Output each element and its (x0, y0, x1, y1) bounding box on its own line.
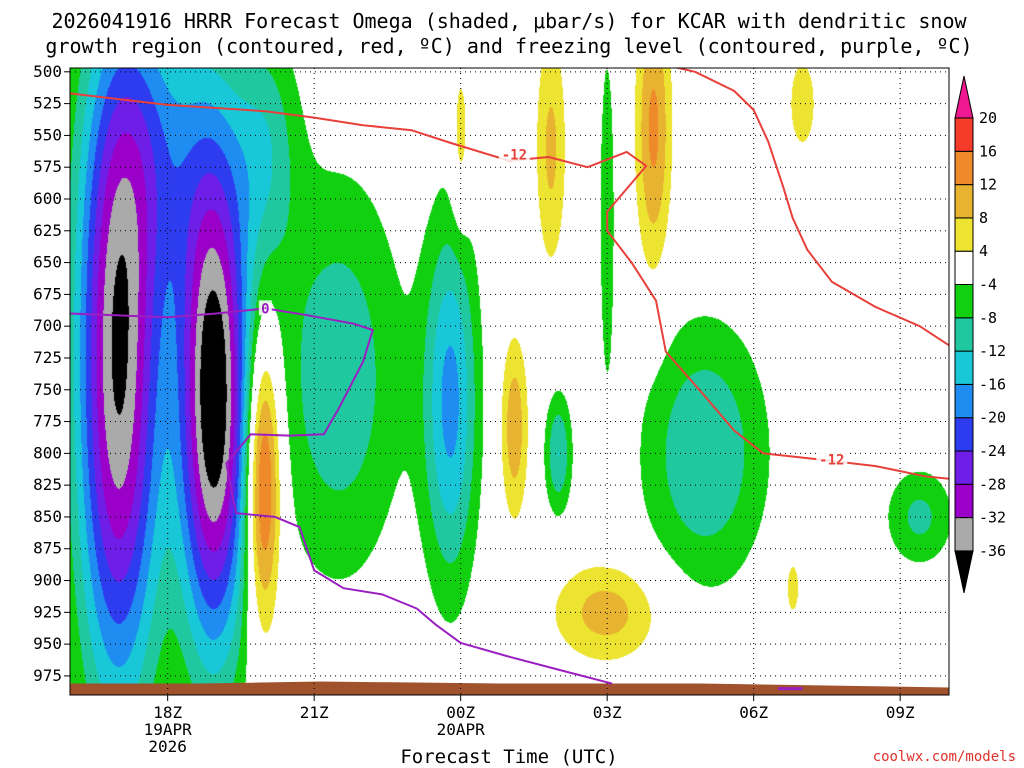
colorbar-swatch (954, 250, 974, 285)
colorbar-label: 20 (979, 109, 997, 127)
omega-shaded-field (70, 68, 949, 695)
y-tick-label: 850 (33, 507, 62, 526)
x-tick-label: 18Z (153, 703, 182, 722)
x-tick-label: 19APR (144, 720, 193, 739)
x-tick-label: 21Z (300, 703, 329, 722)
plot-frame (69, 67, 950, 696)
x-tick-label: 00Z (446, 703, 475, 722)
x-tick-label: 2026 (148, 737, 187, 756)
x-tick-label: 09Z (886, 703, 915, 722)
colorbar-swatch (954, 550, 974, 594)
colorbar-label: -4 (979, 276, 997, 294)
freezing-level-line (70, 307, 613, 685)
freezing-level-label: 0 (261, 301, 269, 317)
colorbar-swatch (954, 383, 974, 419)
y-tick-label: 950 (33, 634, 62, 653)
contour-lines: -12 -12 0 (70, 68, 949, 691)
colorbar-label: -28 (979, 475, 1006, 493)
colorbar-label: 4 (979, 242, 988, 260)
chart-title-line-1: 2026041916 HRRR Forecast Omega (shaded, … (51, 9, 967, 33)
dgz-contour-label: -12 (502, 147, 527, 163)
y-tick-label: 900 (33, 571, 62, 590)
colorbar-swatch (954, 417, 974, 452)
colorbar-label: 8 (979, 209, 988, 227)
colorbar-swatch (954, 517, 974, 552)
y-tick-label: 800 (33, 443, 62, 462)
dgz-contour-label-background (498, 146, 530, 162)
colorbar-swatch (954, 184, 974, 219)
colorbar-swatch (954, 75, 974, 119)
colorbar-label: -12 (979, 342, 1006, 360)
dgz-contour-line (673, 68, 949, 347)
chart-title-line-2: growth region (contoured, red, ºC) and f… (45, 34, 972, 58)
y-tick-label: 550 (33, 125, 62, 144)
y-tick-label: 625 (33, 221, 62, 240)
x-tick-label: 06Z (739, 703, 768, 722)
x-axis-label: Forecast Time (UTC) (400, 746, 617, 768)
colorbar-swatch (954, 117, 974, 152)
y-tick-label: 675 (33, 284, 62, 303)
y-tick-label: 750 (33, 380, 62, 399)
colorbar-label: -24 (979, 442, 1006, 460)
y-tick-label: 500 (33, 62, 62, 81)
colorbar-swatch (954, 483, 974, 519)
y-tick-label: 875 (33, 539, 62, 558)
colorbar: 20 16 12 8 4 -4 -8 -12 -16 -20 -24 -28 -32 -36 (954, 75, 1006, 594)
x-tick-label: 03Z (593, 703, 622, 722)
y-tick-label: 700 (33, 316, 62, 335)
colorbar-swatch (954, 284, 974, 319)
credit-text: coolwx.com/models (873, 749, 1016, 765)
colorbar-label: -36 (979, 542, 1006, 560)
colorbar-swatch (954, 350, 974, 385)
colorbar-label: 16 (979, 142, 997, 160)
colorbar-label: 12 (979, 176, 997, 194)
y-tick-label: 775 (33, 412, 62, 431)
y-tick-label: 600 (33, 189, 62, 208)
freezing-level-label-background (258, 300, 272, 316)
y-tick-label: 925 (33, 602, 62, 621)
colorbar-label: -8 (979, 309, 997, 327)
dgz-contour-label: -12 (819, 453, 844, 469)
colorbar-label: -32 (979, 509, 1006, 527)
dgz-contour-label-background (816, 451, 848, 467)
colorbar-swatch (954, 317, 974, 352)
y-tick-label: 575 (33, 157, 62, 176)
x-tick-label: 20APR (437, 720, 486, 739)
colorbar-swatch (954, 217, 974, 252)
y-tick-label: 650 (33, 253, 62, 272)
colorbar-label: -16 (979, 375, 1006, 393)
y-tick-label: 825 (33, 475, 62, 494)
dgz-contour-line (70, 92, 949, 480)
colorbar-swatch (954, 150, 974, 186)
y-tick-label: 725 (33, 348, 62, 367)
y-axis-ticks: 500 525 550 575 600 625 650 675 700 725 750 775 800 8… (33, 62, 70, 685)
colorbar-label: -20 (979, 409, 1006, 427)
y-tick-label: 525 (33, 94, 62, 113)
y-tick-label: 975 (33, 666, 62, 685)
colorbar-swatch (954, 450, 974, 485)
